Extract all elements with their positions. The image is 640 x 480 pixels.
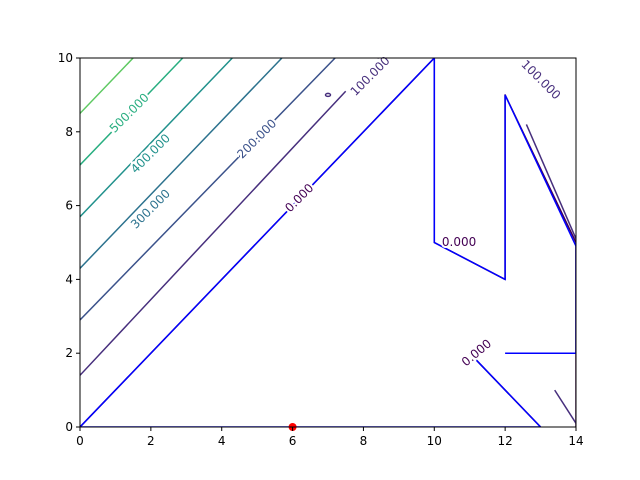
plot-lines: [80, 58, 576, 427]
boundary-line-0: [80, 58, 576, 427]
y-tick-label: 4: [65, 272, 73, 286]
contour-line-200-000-6: [80, 58, 336, 321]
x-tick-label: 4: [218, 434, 226, 448]
x-tick-label: 14: [568, 434, 583, 448]
contour-line-100-000-2: [80, 90, 347, 376]
contour-label: 0.000: [442, 235, 476, 249]
x-tick-label: 8: [360, 434, 368, 448]
y-tick-label: 2: [65, 346, 73, 360]
contour-line-100-000-4: [525, 124, 576, 240]
x-tick-label: 6: [289, 434, 297, 448]
axes: 0 2 4 6 8 10 12 14 0 2 4 6 8 10: [58, 51, 584, 448]
y-tick-label: 8: [65, 125, 73, 139]
contour-line-100-000-5: [554, 389, 576, 424]
contour-line-600-000-10: [80, 58, 134, 114]
y-tick-label: 6: [65, 199, 73, 213]
y-tick-label: 10: [58, 51, 73, 65]
contour-line-500-000-9: [80, 58, 184, 166]
x-tick-label: 10: [427, 434, 442, 448]
contour-line-400-000-8: [80, 58, 233, 218]
x-tick-label: 12: [498, 434, 513, 448]
x-tick-label: 2: [147, 434, 155, 448]
x-tick-label: 0: [76, 434, 84, 448]
contour-blob: [324, 92, 332, 98]
axes-frame: [79, 57, 577, 428]
contour-line-300-000-7: [80, 58, 283, 269]
y-tick-label: 0: [65, 420, 73, 434]
boundary-line-1: [80, 352, 542, 427]
